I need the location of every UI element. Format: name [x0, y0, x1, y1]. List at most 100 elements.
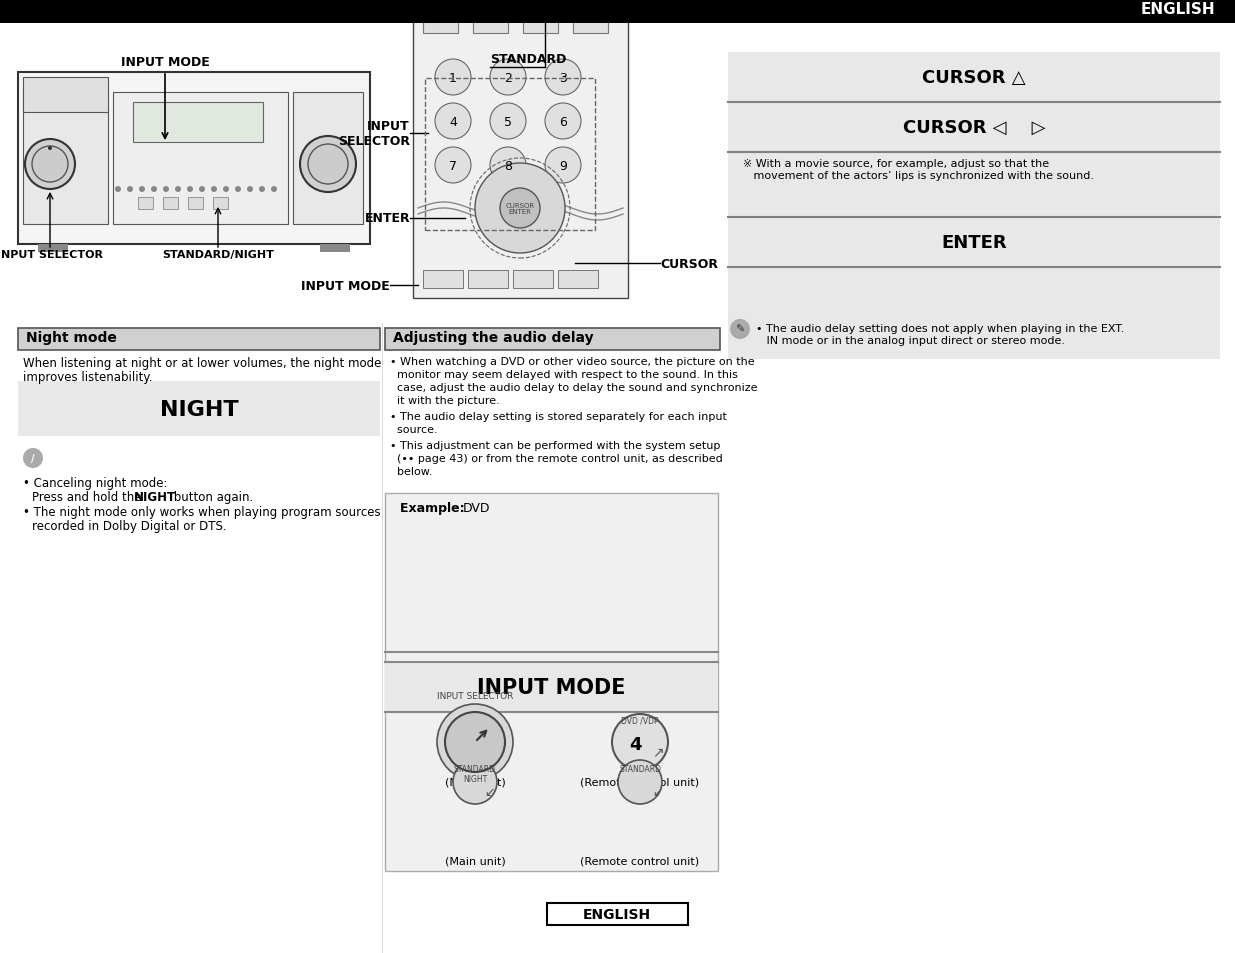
- Circle shape: [618, 760, 662, 804]
- Text: Night mode: Night mode: [26, 331, 117, 345]
- Bar: [19, 329, 380, 351]
- Text: INPUT SELECTOR: INPUT SELECTOR: [437, 691, 514, 700]
- Bar: [0, 0, 1235, 24]
- Text: CURSOR △: CURSOR △: [923, 69, 1026, 87]
- Circle shape: [730, 319, 750, 339]
- Circle shape: [445, 712, 505, 772]
- Bar: [385, 662, 718, 712]
- Bar: [424, 16, 458, 34]
- Bar: [468, 271, 508, 289]
- Text: INPUT MODE: INPUT MODE: [301, 279, 390, 293]
- Text: (Remote control unit): (Remote control unit): [580, 778, 699, 787]
- Bar: [133, 103, 263, 143]
- Text: ENTER: ENTER: [941, 233, 1007, 252]
- Circle shape: [437, 704, 513, 781]
- Text: 4: 4: [629, 735, 641, 753]
- Circle shape: [115, 187, 121, 193]
- Circle shape: [545, 104, 580, 140]
- Text: 2: 2: [504, 71, 513, 85]
- Circle shape: [545, 148, 580, 184]
- Circle shape: [490, 148, 526, 184]
- Bar: [573, 16, 608, 34]
- Text: ↙: ↙: [485, 785, 495, 799]
- Text: (•• page 43) or from the remote control unit, as described: (•• page 43) or from the remote control …: [390, 454, 722, 463]
- Text: button again.: button again.: [170, 491, 253, 503]
- Text: 4: 4: [450, 115, 457, 129]
- Text: STANDARD: STANDARD: [490, 53, 567, 66]
- Text: INPUT
SELECTOR: INPUT SELECTOR: [338, 120, 410, 148]
- Text: INPUT MODE: INPUT MODE: [477, 678, 626, 698]
- Text: 6: 6: [559, 115, 567, 129]
- Bar: [38, 245, 68, 253]
- Text: it with the picture.: it with the picture.: [390, 395, 500, 406]
- Text: below.: below.: [390, 467, 432, 476]
- Text: • This adjustment can be performed with the system setup: • This adjustment can be performed with …: [390, 440, 720, 451]
- Bar: [19, 381, 380, 436]
- Text: ✎: ✎: [735, 325, 745, 335]
- Text: • The audio delay setting is stored separately for each input: • The audio delay setting is stored sepa…: [390, 412, 727, 421]
- Bar: [513, 271, 553, 289]
- Text: 3: 3: [559, 71, 567, 85]
- Circle shape: [247, 187, 253, 193]
- Text: 8: 8: [504, 159, 513, 172]
- Text: 7: 7: [450, 159, 457, 172]
- Bar: [727, 53, 1220, 359]
- Bar: [320, 245, 350, 253]
- Text: • The audio delay setting does not apply when playing in the EXT.: • The audio delay setting does not apply…: [756, 324, 1124, 334]
- Circle shape: [140, 187, 144, 193]
- Text: DVD /VDP: DVD /VDP: [621, 717, 658, 725]
- Text: CURSOR: CURSOR: [659, 257, 718, 271]
- Bar: [23, 78, 107, 112]
- Text: • The night mode only works when playing program sources: • The night mode only works when playing…: [23, 505, 380, 518]
- Circle shape: [199, 187, 205, 193]
- Circle shape: [23, 449, 43, 469]
- Text: CURSOR ◁    ▷: CURSOR ◁ ▷: [903, 119, 1045, 137]
- Text: INPUT SELECTOR: INPUT SELECTOR: [0, 250, 103, 260]
- Circle shape: [500, 189, 540, 229]
- Bar: [558, 271, 598, 289]
- Bar: [212, 198, 228, 210]
- Bar: [23, 92, 107, 225]
- Text: STANDARD: STANDARD: [619, 764, 661, 773]
- Text: (Remote control unit): (Remote control unit): [580, 856, 699, 866]
- Text: DVD: DVD: [463, 501, 490, 515]
- Text: (Main unit): (Main unit): [445, 778, 505, 787]
- Text: Adjusting the audio delay: Adjusting the audio delay: [393, 331, 594, 345]
- Bar: [188, 198, 203, 210]
- Text: ENTER: ENTER: [364, 213, 410, 225]
- Text: NIGHT: NIGHT: [135, 491, 177, 503]
- Circle shape: [186, 187, 193, 193]
- Circle shape: [259, 187, 266, 193]
- Circle shape: [300, 137, 356, 193]
- Text: IN mode or in the analog input direct or stereo mode.: IN mode or in the analog input direct or…: [756, 335, 1065, 346]
- Circle shape: [435, 60, 471, 96]
- Text: source.: source.: [390, 424, 437, 435]
- Circle shape: [25, 140, 75, 190]
- Text: Press and hold the: Press and hold the: [32, 491, 146, 503]
- Circle shape: [435, 104, 471, 140]
- Circle shape: [235, 187, 241, 193]
- Text: recorded in Dolby Digital or DTS.: recorded in Dolby Digital or DTS.: [32, 519, 227, 533]
- Circle shape: [545, 60, 580, 96]
- Bar: [547, 903, 688, 925]
- Bar: [19, 73, 370, 245]
- Text: STANDARD/NIGHT: STANDARD/NIGHT: [162, 250, 274, 260]
- Text: • Canceling night mode:: • Canceling night mode:: [23, 476, 168, 490]
- Text: NIGHT: NIGHT: [159, 399, 238, 419]
- Text: 9: 9: [559, 159, 567, 172]
- Bar: [385, 329, 720, 351]
- Text: case, adjust the audio delay to delay the sound and synchronize: case, adjust the audio delay to delay th…: [390, 382, 757, 393]
- Circle shape: [127, 187, 133, 193]
- Text: Example:: Example:: [400, 501, 469, 515]
- Circle shape: [270, 187, 277, 193]
- Text: INPUT MODE: INPUT MODE: [121, 56, 210, 69]
- Circle shape: [613, 714, 668, 770]
- Text: ※ With a movie source, for example, adjust so that the
   movement of the actors: ※ With a movie source, for example, adju…: [743, 159, 1094, 180]
- Circle shape: [32, 147, 68, 183]
- Bar: [424, 271, 463, 289]
- Circle shape: [151, 187, 157, 193]
- Circle shape: [211, 187, 217, 193]
- Bar: [112, 92, 288, 225]
- Circle shape: [224, 187, 228, 193]
- Text: CURSOR
ENTER: CURSOR ENTER: [505, 202, 535, 215]
